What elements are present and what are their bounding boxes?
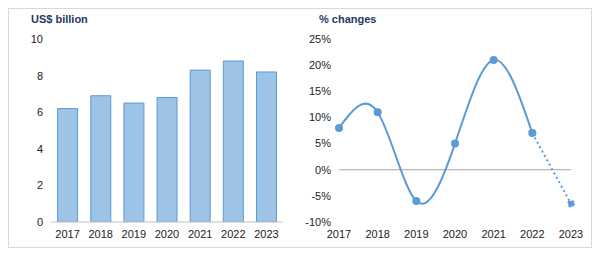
svg-text:6: 6 — [37, 106, 43, 118]
svg-text:2017: 2017 — [327, 228, 351, 240]
html-text:% changes: % changes — [319, 13, 377, 25]
svg-text:5%: 5% — [315, 137, 331, 149]
svg-text:8: 8 — [37, 70, 43, 82]
svg-text:2022: 2022 — [520, 228, 544, 240]
svg-text:2020: 2020 — [155, 228, 179, 240]
svg-text:2022: 2022 — [221, 228, 245, 240]
svg-text:15%: 15% — [309, 85, 331, 97]
svg-text:2023: 2023 — [254, 228, 278, 240]
svg-text:-5%: -5% — [311, 190, 331, 202]
svg-text:2018: 2018 — [365, 228, 389, 240]
svg-text:2020: 2020 — [443, 228, 467, 240]
svg-text:10%: 10% — [309, 111, 331, 123]
svg-text:20%: 20% — [309, 59, 331, 71]
svg-text:10: 10 — [31, 33, 43, 45]
svg-text:0%: 0% — [315, 164, 331, 176]
svg-text:-10%: -10% — [305, 216, 331, 228]
svg-text:2017: 2017 — [55, 228, 79, 240]
svg-text:2018: 2018 — [88, 228, 112, 240]
html-text:US$ billion: US$ billion — [31, 13, 88, 25]
svg-text:2019: 2019 — [122, 228, 146, 240]
svg-text:25%: 25% — [309, 33, 331, 45]
svg-text:2: 2 — [37, 179, 43, 191]
svg-text:2023: 2023 — [559, 228, 583, 240]
svg-text:2021: 2021 — [481, 228, 505, 240]
svg-text:4: 4 — [37, 143, 43, 155]
svg-text:0: 0 — [37, 216, 43, 228]
svg-text:2021: 2021 — [188, 228, 212, 240]
svg-text:2019: 2019 — [404, 228, 428, 240]
